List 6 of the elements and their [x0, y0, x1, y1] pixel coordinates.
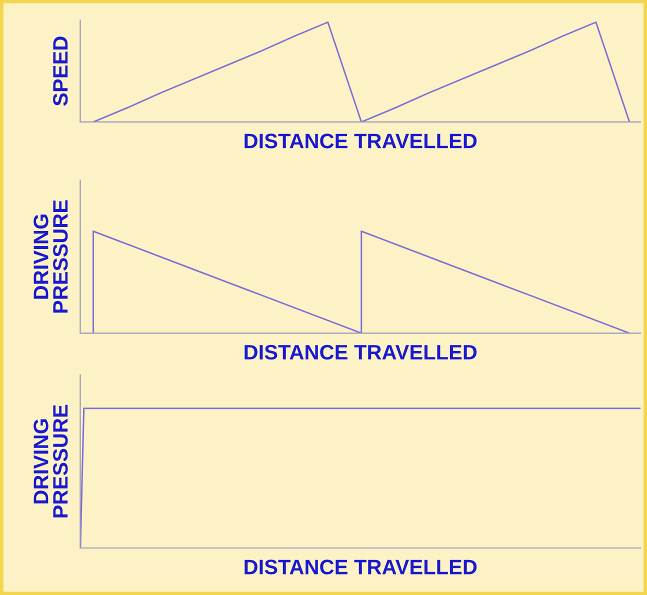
x-axis-title: DISTANCE TRAVELLED: [244, 560, 477, 574]
x-axis-title: DISTANCE TRAVELLED: [244, 344, 477, 360]
y-axis-title: SPEED: [53, 36, 68, 106]
x-axis-title: DISTANCE TRAVELLED: [244, 134, 477, 148]
y-axis-title: DRIVING PRESSURE: [34, 404, 68, 518]
y-axis-title: DRIVING PRESSURE: [34, 200, 68, 313]
